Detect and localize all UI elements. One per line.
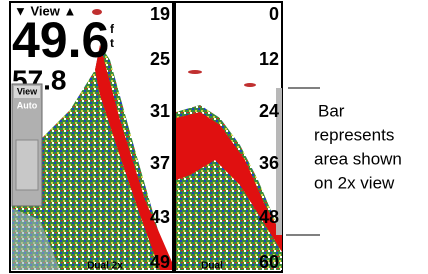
depth-tick: 37: [150, 153, 170, 173]
depth-tick: 31: [150, 101, 170, 121]
callout-line-text: represents: [314, 125, 394, 144]
depth-unit: t: [110, 36, 114, 50]
callout-text: Bar represents area shown on 2x view: [314, 101, 402, 192]
depth-reading: 49.6: [12, 12, 109, 68]
fish-echo: [188, 70, 202, 74]
depth-tick: 43: [150, 207, 170, 227]
depth-tick: 25: [150, 49, 170, 69]
mode-label: Dual: [201, 261, 223, 272]
screenshot: ▼ View ▲ 49.6 f t 57.8 View Auto Dual 2x…: [0, 0, 428, 274]
menu-slot: [16, 140, 38, 190]
callout-line-text: on 2x view: [314, 173, 395, 192]
depth-tick: 48: [259, 207, 279, 227]
mode-label: Dual 2x: [87, 261, 123, 272]
depth-tick: 60: [259, 252, 279, 272]
depth-tick: 0: [269, 4, 279, 24]
sonar-screen: ▼ View ▲ 49.6 f t 57.8 View Auto Dual 2x…: [10, 2, 282, 272]
depth-tick: 36: [259, 153, 279, 173]
fish-echo: [244, 83, 256, 87]
depth-tick: 12: [259, 49, 279, 69]
depth-tick: 49: [150, 252, 170, 272]
panel-divider: [172, 2, 176, 272]
menu-item[interactable]: View: [17, 86, 38, 96]
callout-line-text: area shown: [314, 149, 402, 168]
depth-tick: 19: [150, 4, 170, 24]
depth-tick: 24: [259, 101, 279, 121]
annotation: Bar represents area shown on 2x view: [286, 88, 402, 235]
menu-item[interactable]: Auto: [17, 100, 38, 110]
callout-line-text: Bar: [318, 101, 345, 120]
menu[interactable]: View Auto: [12, 84, 42, 206]
